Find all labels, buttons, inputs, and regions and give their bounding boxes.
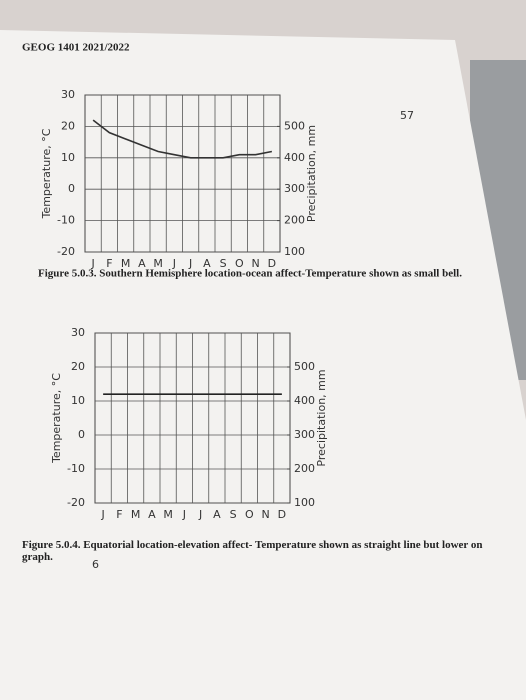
y-tick-label: 10 [71,394,85,407]
y2-tick-label: 400 [294,394,315,407]
y2-axis-label: Precipitation, mm [305,125,318,222]
y-tick-label: 20 [61,119,75,132]
x-tick-label: A [138,257,146,270]
x-tick-label: J [198,508,202,521]
y-tick-label: -10 [57,214,75,227]
x-tick-label: J [91,257,95,270]
x-tick-label: N [252,257,260,270]
x-tick-label: O [235,257,244,270]
x-tick-label: J [188,257,192,270]
y2-tick-label: 100 [284,245,305,258]
y-axis-label: Temperature, °C [50,373,63,464]
x-tick-label: O [245,508,254,521]
y-tick-label: 20 [71,360,85,373]
y2-tick-label: 200 [294,462,315,475]
x-tick-label: M [131,508,141,521]
y2-tick-label: 100 [294,496,315,509]
page-number: 57 [400,109,414,122]
paper [0,30,526,700]
y2-tick-label: 500 [294,360,315,373]
x-tick-label: D [268,257,276,270]
y-tick-label: 0 [68,182,75,195]
x-tick-label: N [262,508,270,521]
caption: Figure 5.0.3. Southern Hemisphere locati… [38,268,462,280]
y-tick-label: 10 [61,151,75,164]
x-tick-label: M [153,257,163,270]
x-tick-label: J [172,257,176,270]
x-tick-label: D [278,508,286,521]
x-tick-label: F [116,508,122,521]
x-tick-label: A [203,257,211,270]
temperature-line [92,119,273,159]
x-tick-label: M [121,257,131,270]
y2-axis-label: Precipitation, mm [315,369,328,466]
y2-tick-label: 400 [284,151,305,164]
y-tick-label: 0 [78,428,85,441]
x-tick-label: F [106,257,112,270]
y-tick-label: 30 [71,326,85,339]
y2-tick-label: 300 [284,182,305,195]
y2-tick-label: 200 [284,214,305,227]
x-tick-label: J [101,508,105,521]
x-tick-label: J [182,508,186,521]
x-tick-label: A [148,508,156,521]
header-title: GEOG 1401 2021/2022 [22,42,130,54]
x-tick-label: S [220,257,227,270]
y2-tick-label: 500 [284,119,305,132]
handwritten-annotation: 6 [92,558,99,571]
y-tick-label: 30 [61,88,75,101]
y2-tick-label: 300 [294,428,315,441]
y-tick-label: -20 [67,496,85,509]
y-tick-label: -20 [57,245,75,258]
caption: Figure 5.0.4. Equatorial location-elevat… [22,539,482,563]
x-tick-label: M [163,508,173,521]
x-tick-label: S [230,508,237,521]
y-axis-label: Temperature, °C [40,128,53,219]
x-tick-label: A [213,508,221,521]
y-tick-label: -10 [67,462,85,475]
